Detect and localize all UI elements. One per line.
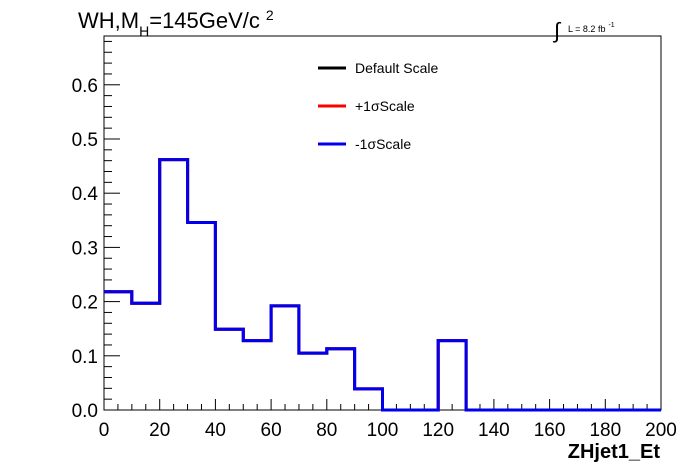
y-tick-label: 0.5 (72, 130, 98, 151)
x-tick-label: 140 (478, 420, 510, 441)
legend-label: +1σScale (355, 98, 415, 114)
x-tick-label: 0 (99, 420, 110, 441)
x-tick-label: 20 (149, 420, 170, 441)
x-tick-label: 60 (261, 420, 282, 441)
series-layer (104, 158, 661, 412)
legend: Default Scale +1σScale -1σScale (318, 60, 438, 152)
svg-text:WH,MH=145GeV/c2: WH,MH=145GeV/c 2 (78, 7, 274, 39)
x-axis-label: ZHjet1_Et (568, 441, 661, 463)
lumi-superscript: -1 (608, 22, 614, 29)
chart-title: WH,MH=145GeV/c 2 (78, 7, 274, 39)
integral-symbol: ∫ (552, 18, 562, 43)
y-tick-label: 0.0 (72, 401, 98, 422)
axis-ticks (103, 40, 662, 411)
y-tick-label: 0.1 (72, 347, 98, 368)
y-tick-label: 0.3 (72, 238, 98, 259)
svg-text:L = 8.2 fb-1: L = 8.2 fb -1 (568, 22, 615, 34)
legend-label: Default Scale (355, 60, 438, 76)
series-line-2 (104, 158, 661, 412)
x-tick-label: 80 (316, 420, 337, 441)
x-tick-label: 200 (645, 420, 677, 441)
title-subscript: H (139, 23, 149, 39)
x-tick-label: 40 (205, 420, 226, 441)
y-tick-label: 0.2 (72, 293, 98, 314)
y-tick-label: 0.6 (72, 76, 98, 97)
x-tick-label: 160 (534, 420, 566, 441)
x-tick-label: 100 (367, 420, 399, 441)
lumi-text: L = 8.2 fb (568, 24, 605, 34)
title-superscript: 2 (266, 7, 274, 23)
x-tick-label: 180 (589, 420, 621, 441)
luminosity-label: ∫ L = 8.2 fb -1 (552, 18, 615, 43)
y-tick-label: 0.4 (72, 184, 99, 205)
legend-label: -1σScale (355, 136, 411, 152)
title-value: =145GeV/c (149, 8, 260, 33)
x-tick-label: 120 (422, 420, 454, 441)
title-prefix: WH,M (78, 8, 139, 33)
axis-tick-labels: 0 20 40 60 80 100 120 140 160 180 200 0.0 0.1 0.2 0.3 0… (72, 76, 677, 441)
